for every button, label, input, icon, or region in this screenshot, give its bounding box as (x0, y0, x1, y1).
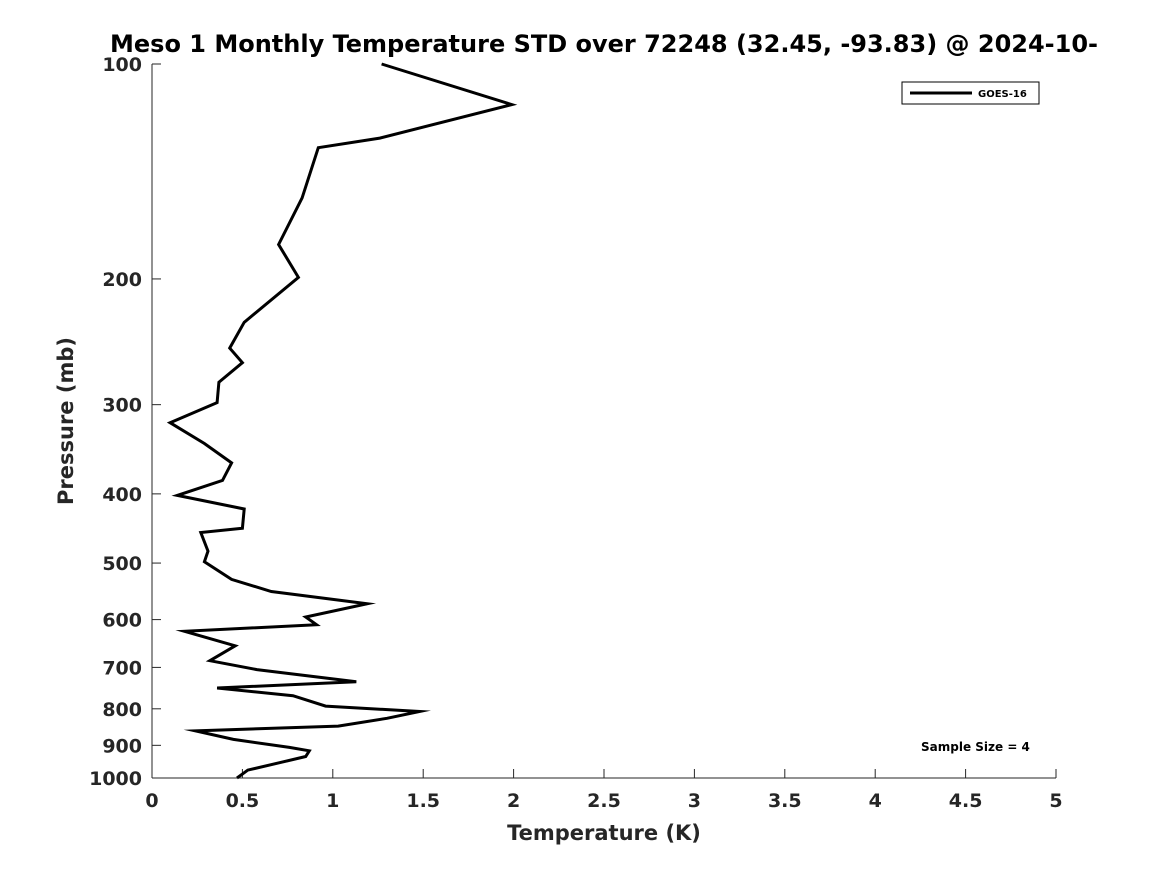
y-tick-label: 300 (102, 395, 142, 417)
plot-area (151, 64, 1056, 779)
x-tick-label: 5 (1049, 790, 1062, 812)
x-tick-label: 0.5 (226, 790, 260, 812)
x-axis-label: Temperature (K) (507, 821, 701, 845)
y-axis-label: Pressure (mb) (54, 337, 78, 505)
y-tick-label: 200 (102, 269, 142, 291)
y-tick-label: 1000 (89, 768, 142, 790)
x-tick-label: 4.5 (949, 790, 983, 812)
y-tick-label: 500 (102, 553, 142, 575)
y-tick-label: 400 (102, 484, 142, 506)
series-line-goes-16 (166, 62, 518, 780)
legend-label: GOES-16 (978, 89, 1027, 100)
x-tick-label: 3 (688, 790, 701, 812)
x-tick-label: 1.5 (406, 790, 440, 812)
y-tick-label: 700 (102, 657, 142, 679)
chart-title: Meso 1 Monthly Temperature STD over 7224… (110, 30, 1098, 58)
legend: GOES-16 (901, 81, 1040, 105)
y-tick-label: 800 (102, 699, 142, 721)
y-tick-label: 900 (102, 735, 142, 757)
x-ticks: 0 0.5 1 1.5 2 2.5 3 3.5 4 4.5 5 (145, 769, 1063, 812)
x-tick-label: 2 (507, 790, 520, 812)
y-ticks: 100 200 300 400 500 600 700 800 900 1000 (89, 54, 161, 790)
x-tick-label: 2.5 (587, 790, 621, 812)
x-tick-label: 0 (145, 790, 158, 812)
x-tick-label: 3.5 (768, 790, 802, 812)
sample-size-annotation: Sample Size = 4 (921, 740, 1030, 754)
x-tick-label: 1 (326, 790, 339, 812)
x-tick-label: 4 (869, 790, 882, 812)
y-tick-label: 600 (102, 610, 142, 632)
series-layer (166, 62, 518, 780)
y-tick-label: 100 (102, 54, 142, 76)
